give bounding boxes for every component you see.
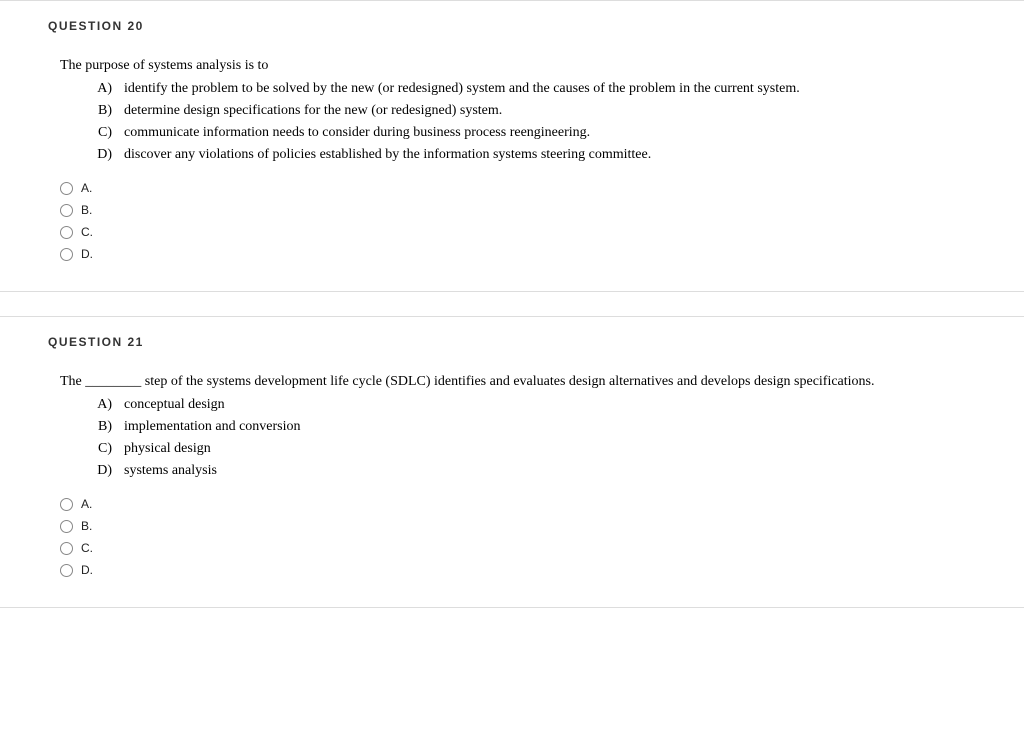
answer-label: D. — [81, 247, 93, 261]
radio-icon[interactable] — [60, 226, 73, 239]
question-stem: The ________ step of the systems develop… — [60, 371, 984, 392]
answer-label: B. — [81, 203, 92, 217]
answer-option-c[interactable]: C. — [60, 223, 984, 241]
answer-option-a[interactable]: A. — [60, 179, 984, 197]
choice-item: B) determine design specifications for t… — [60, 100, 984, 121]
radio-icon[interactable] — [60, 498, 73, 511]
choice-item: C) physical design — [60, 438, 984, 459]
choice-letter: B) — [60, 416, 124, 437]
answer-option-a[interactable]: A. — [60, 495, 984, 513]
choice-letter: C) — [60, 438, 124, 459]
question-block-20: QUESTION 20 The purpose of systems analy… — [0, 0, 1024, 292]
question-stem: The purpose of systems analysis is to — [60, 55, 984, 76]
choice-item: A) identify the problem to be solved by … — [60, 78, 984, 99]
answer-options: A. B. C. D. — [60, 495, 984, 579]
choice-text: identify the problem to be solved by the… — [124, 78, 984, 99]
answer-option-b[interactable]: B. — [60, 201, 984, 219]
choice-item: D) discover any violations of policies e… — [60, 144, 984, 165]
question-title: QUESTION 21 — [48, 335, 1024, 349]
question-title: QUESTION 20 — [48, 19, 1024, 33]
choice-letter: D) — [60, 460, 124, 481]
choice-item: D) systems analysis — [60, 460, 984, 481]
answer-label: C. — [81, 541, 93, 555]
choice-item: C) communicate information needs to cons… — [60, 122, 984, 143]
choice-letter: A) — [60, 78, 124, 99]
choice-letter: C) — [60, 122, 124, 143]
answer-options: A. B. C. D. — [60, 179, 984, 263]
choice-list: A) identify the problem to be solved by … — [60, 78, 984, 165]
choice-text: systems analysis — [124, 460, 984, 481]
choice-list: A) conceptual design B) implementation a… — [60, 394, 984, 481]
answer-option-b[interactable]: B. — [60, 517, 984, 535]
question-block-21: QUESTION 21 The ________ step of the sys… — [0, 316, 1024, 608]
choice-item: A) conceptual design — [60, 394, 984, 415]
radio-icon[interactable] — [60, 248, 73, 261]
radio-icon[interactable] — [60, 520, 73, 533]
choice-text: conceptual design — [124, 394, 984, 415]
answer-label: B. — [81, 519, 92, 533]
radio-icon[interactable] — [60, 204, 73, 217]
answer-option-d[interactable]: D. — [60, 561, 984, 579]
answer-label: C. — [81, 225, 93, 239]
answer-label: D. — [81, 563, 93, 577]
choice-letter: D) — [60, 144, 124, 165]
answer-label: A. — [81, 181, 92, 195]
choice-item: B) implementation and conversion — [60, 416, 984, 437]
answer-label: A. — [81, 497, 92, 511]
choice-text: determine design specifications for the … — [124, 100, 984, 121]
choice-letter: A) — [60, 394, 124, 415]
radio-icon[interactable] — [60, 564, 73, 577]
radio-icon[interactable] — [60, 542, 73, 555]
choice-letter: B) — [60, 100, 124, 121]
choice-text: communicate information needs to conside… — [124, 122, 984, 143]
answer-option-d[interactable]: D. — [60, 245, 984, 263]
answer-option-c[interactable]: C. — [60, 539, 984, 557]
choice-text: physical design — [124, 438, 984, 459]
question-body: The ________ step of the systems develop… — [48, 371, 1024, 579]
choice-text: discover any violations of policies esta… — [124, 144, 984, 165]
question-body: The purpose of systems analysis is to A)… — [48, 55, 1024, 263]
radio-icon[interactable] — [60, 182, 73, 195]
choice-text: implementation and conversion — [124, 416, 984, 437]
